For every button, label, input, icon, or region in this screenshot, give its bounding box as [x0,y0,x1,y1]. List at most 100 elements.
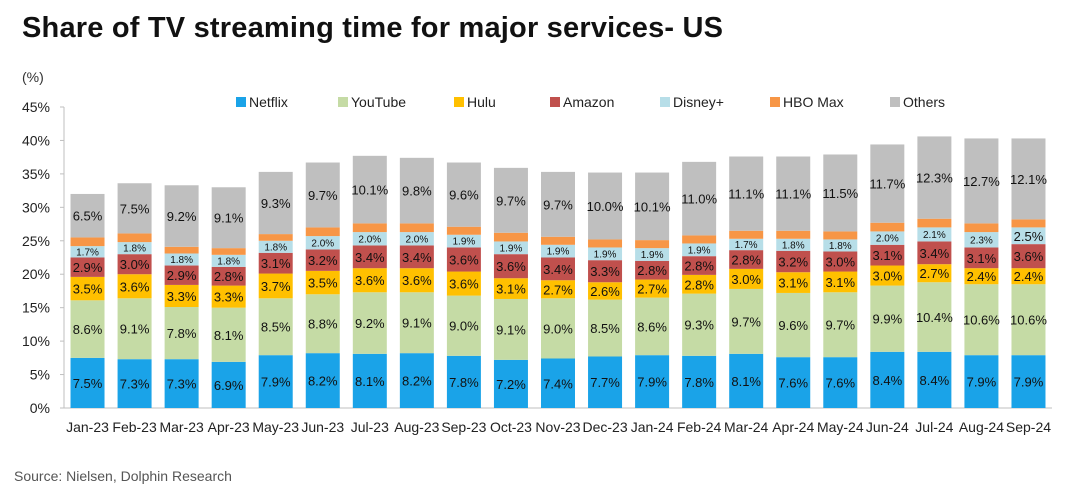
data-label: 9.7% [496,193,526,208]
data-label: 3.6% [1014,249,1044,264]
bar-segment [446,355,481,408]
data-label: 2.8% [731,253,761,268]
bar-segment [164,306,199,360]
data-label: 7.9% [261,375,291,390]
bar-segment [823,271,858,293]
bar-segment [635,240,670,249]
data-label: 2.3% [970,235,993,246]
chart-title: Share of TV streaming time for major ser… [22,12,724,44]
data-label: 8.1% [214,328,244,343]
data-label: 8.2% [308,374,338,389]
bar-segment [258,171,293,235]
data-label: 2.8% [214,269,244,284]
data-label: 3.0% [120,257,150,272]
legend-item: YouTube [338,94,406,110]
data-label: 3.1% [873,248,903,263]
bar-segment [870,285,905,352]
bar-segment [917,241,952,265]
bar-segment [211,285,246,308]
bar-segment [493,278,528,299]
data-label: 7.3% [167,377,197,392]
data-label: 2.1% [923,230,946,241]
data-label: 10.6% [1010,313,1047,328]
x-tick-label: Dec-23 [582,419,627,435]
data-label: 12.3% [916,171,953,186]
bar-segment [117,254,152,275]
legend-item: HBO Max [770,94,844,110]
x-tick-label: Feb-24 [677,419,722,435]
bar-segment [917,136,952,219]
bar-segment [117,274,152,299]
data-label: 2.5% [1014,229,1044,244]
bar-segment [446,162,481,227]
data-label: 7.9% [1014,375,1044,390]
bar-segment [635,260,670,280]
x-tick-label: Nov-23 [535,419,580,435]
data-label: 7.9% [637,375,667,390]
bar-segment [70,276,105,301]
data-label: 7.3% [120,377,150,392]
data-label: 2.9% [73,260,103,275]
bar-segment [729,230,764,239]
bar-segment [541,298,575,359]
bar-segment [211,361,246,408]
bar-segment [682,235,717,244]
data-label: 2.6% [590,284,620,299]
bar-segment [70,193,105,238]
bar-segment [823,231,858,240]
legend-swatch [236,97,246,107]
data-label: 3.2% [778,255,808,270]
data-label: 3.6% [355,273,385,288]
data-label: 12.1% [1010,172,1047,187]
x-tick-label: Aug-24 [959,419,1004,435]
bar-segment [70,357,105,408]
data-label: 3.4% [920,246,950,261]
data-label: 8.5% [590,321,620,336]
data-label: 9.1% [496,322,526,337]
data-label: 3.0% [873,269,903,284]
data-label: 11.0% [681,192,717,207]
bar-segment [399,268,434,293]
data-label: 8.1% [731,374,761,389]
data-label: 7.8% [449,375,479,390]
legend-item: Amazon [550,94,614,110]
bar-segment [964,247,999,269]
data-label: 1.7% [735,240,758,251]
y-tick-label: 45% [22,99,50,115]
bar-segment [588,282,623,300]
bar-segment [917,351,952,408]
bar-segment [776,238,811,251]
data-label: 9.1% [120,322,150,337]
bar-segment [1011,244,1046,269]
bar-segment [682,243,717,257]
data-label: 1.8% [170,255,193,266]
data-label: 3.1% [825,275,855,290]
bar-segment [917,282,952,352]
data-label: 3.6% [449,253,479,268]
data-label: 3.6% [449,277,479,292]
data-label: 7.8% [684,375,714,390]
bar-segment [305,270,340,295]
bar-segment [823,292,858,358]
bar-segment [164,265,199,285]
bar-segment [399,353,434,408]
bar-segment [70,246,105,258]
x-tick-label: Mar-23 [159,419,204,435]
bar-segment [164,253,199,266]
x-tick-label: Jul-24 [915,419,953,435]
bar-segment [588,299,623,357]
bar-segment [541,171,575,237]
bar-segment [729,238,764,251]
bar-segment [352,245,387,269]
bar-segment [635,248,670,261]
legend-item: Netflix [236,94,288,110]
data-label: 3.1% [496,282,526,297]
data-label: 7.5% [73,376,103,391]
bar-segment [399,223,434,233]
x-tick-label: Jun-24 [866,419,909,435]
bar-segment [776,230,811,239]
legend-label: Others [903,94,945,110]
data-label: 1.8% [829,241,852,252]
bar-segment [964,223,999,233]
bar-segment [541,236,575,245]
